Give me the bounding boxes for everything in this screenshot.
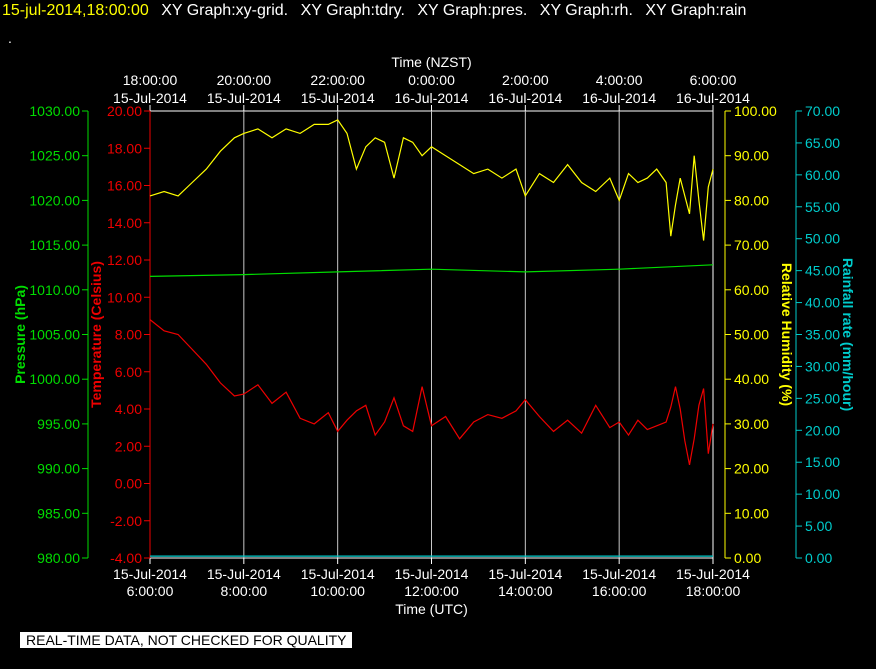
x-tick-label-bottom-date: 15-Jul-2014 <box>207 566 281 582</box>
humidity-tick-label: 80.00 <box>734 192 769 208</box>
rain-tick-label: 20.00 <box>805 422 840 438</box>
rain-tick-label: 40.00 <box>805 295 840 311</box>
humidity-tick-label: 60.00 <box>734 282 769 298</box>
rain-tick-label: 25.00 <box>805 390 840 406</box>
pressure-tick-label: 1000.00 <box>29 371 80 387</box>
humidity-tick-label: 50.00 <box>734 327 769 343</box>
rain-tick-label: 55.00 <box>805 199 840 215</box>
x-axis-label-bottom: Time (UTC) <box>395 601 468 617</box>
header-bar: 15-jul-2014,18:00:00 XY Graph:xy-grid. X… <box>2 2 746 20</box>
x-tick-label-bottom-date: 15-Jul-2014 <box>395 566 469 582</box>
humidity-tick-label: 30.00 <box>734 416 769 432</box>
humidity-tick-label: 90.00 <box>734 148 769 164</box>
pressure-tick-label: 1020.00 <box>29 192 80 208</box>
header-title-tdry: XY Graph:tdry. <box>300 2 405 19</box>
x-tick-label-top-time: 22:00:00 <box>310 72 365 88</box>
quality-notice: REAL-TIME DATA, NOT CHECKED FOR QUALITY <box>20 632 353 648</box>
pressure-tick-label: 1010.00 <box>29 282 80 298</box>
rain-tick-label: 10.00 <box>805 486 840 502</box>
x-tick-label-top-time: 20:00:00 <box>217 72 272 88</box>
x-tick-label-top-date: 15-Jul-2014 <box>301 90 375 106</box>
x-tick-label-top-time: 18:00:00 <box>123 72 178 88</box>
temperature-tick-label: 18.00 <box>107 140 142 156</box>
header-title-pres: XY Graph:pres. <box>417 2 528 19</box>
rain-tick-label: 5.00 <box>805 518 832 534</box>
humidity-tick-label: 40.00 <box>734 371 769 387</box>
temperature-tick-label: 20.00 <box>107 103 142 119</box>
x-tick-label-bottom-time: 6:00:00 <box>127 583 174 599</box>
pressure-tick-label: 995.00 <box>37 416 80 432</box>
temperature-tick-label: 2.00 <box>115 438 142 454</box>
temperature-tick-label: 8.00 <box>115 327 142 343</box>
temperature-tick-label: 4.00 <box>115 401 142 417</box>
x-tick-label-bottom-time: 16:00:00 <box>592 583 647 599</box>
rain-tick-label: 0.00 <box>805 550 832 566</box>
x-tick-label-top-date: 15-Jul-2014 <box>207 90 281 106</box>
rain-tick-label: 65.00 <box>805 135 840 151</box>
series-line-tdry <box>149 319 714 466</box>
temperature-tick-label: 14.00 <box>107 215 142 231</box>
x-tick-label-bottom-time: 18:00:00 <box>686 583 741 599</box>
header-dot: . <box>8 30 12 46</box>
x-tick-label-top-time: 6:00:00 <box>690 72 737 88</box>
temperature-tick-label: 16.00 <box>107 178 142 194</box>
rain-tick-label: 30.00 <box>805 358 840 374</box>
x-tick-label-top-date: 16-Jul-2014 <box>676 90 750 106</box>
x-tick-label-bottom-time: 10:00:00 <box>310 583 365 599</box>
temperature-tick-label: -4.00 <box>110 550 142 566</box>
x-tick-label-top-time: 4:00:00 <box>596 72 643 88</box>
temperature-tick-label: 0.00 <box>115 476 142 492</box>
temperature-tick-label: 12.00 <box>107 252 142 268</box>
x-tick-label-top-time: 2:00:00 <box>502 72 549 88</box>
x-tick-label-top-date: 16-Jul-2014 <box>488 90 562 106</box>
header-title-grid: XY Graph:xy-grid. <box>161 2 289 19</box>
rain-axis-label: Rainfall rate (mm/hour) <box>840 258 856 411</box>
pressure-tick-label: 1015.00 <box>29 237 80 253</box>
pressure-tick-label: 1025.00 <box>29 148 80 164</box>
temperature-tick-label: 10.00 <box>107 289 142 305</box>
rain-tick-label: 45.00 <box>805 263 840 279</box>
rain-tick-label: 35.00 <box>805 327 840 343</box>
series-line-rh <box>149 119 714 241</box>
x-tick-label-top-date: 16-Jul-2014 <box>582 90 656 106</box>
temperature-tick-label: -2.00 <box>110 513 142 529</box>
rain-tick-label: 15.00 <box>805 454 840 470</box>
pressure-tick-label: 1005.00 <box>29 327 80 343</box>
rain-tick-label: 60.00 <box>805 167 840 183</box>
header-title-rain: XY Graph:rain <box>645 2 747 19</box>
x-tick-label-bottom-time: 8:00:00 <box>220 583 267 599</box>
x-tick-label-bottom-date: 15-Jul-2014 <box>582 566 656 582</box>
humidity-tick-label: 100.00 <box>734 103 777 119</box>
header-timestamp: 15-jul-2014,18:00:00 <box>2 2 149 19</box>
x-tick-label-bottom-date: 15-Jul-2014 <box>676 566 750 582</box>
x-tick-label-bottom-date: 15-Jul-2014 <box>301 566 375 582</box>
x-tick-label-top-time: 0:00:00 <box>408 72 455 88</box>
x-tick-label-top-date: 16-Jul-2014 <box>395 90 469 106</box>
x-tick-label-top-date: 15-Jul-2014 <box>113 90 187 106</box>
rain-tick-label: 70.00 <box>805 103 840 119</box>
pressure-tick-label: 980.00 <box>37 550 80 566</box>
temperature-tick-label: 6.00 <box>115 364 142 380</box>
temperature-axis-label: Temperature (Celsius) <box>88 261 104 408</box>
x-tick-label-bottom-date: 15-Jul-2014 <box>488 566 562 582</box>
pressure-tick-label: 985.00 <box>37 505 80 521</box>
rain-tick-label: 50.00 <box>805 231 840 247</box>
pressure-axis-label: Pressure (hPa) <box>12 285 28 384</box>
humidity-tick-label: 70.00 <box>734 237 769 253</box>
pressure-tick-label: 990.00 <box>37 461 80 477</box>
x-tick-label-bottom-time: 12:00:00 <box>404 583 459 599</box>
humidity-tick-label: 20.00 <box>734 461 769 477</box>
series-line-pressure <box>149 264 714 277</box>
humidity-tick-label: 10.00 <box>734 505 769 521</box>
x-tick-label-bottom-date: 15-Jul-2014 <box>113 566 187 582</box>
header-title-rh: XY Graph:rh. <box>539 2 633 19</box>
x-axis-label-top: Time (NZST) <box>391 54 471 70</box>
humidity-tick-label: 0.00 <box>734 550 761 566</box>
pressure-tick-label: 1030.00 <box>29 103 80 119</box>
x-tick-label-bottom-time: 14:00:00 <box>498 583 553 599</box>
humidity-axis-label: Relative Humidity (%) <box>779 263 795 406</box>
